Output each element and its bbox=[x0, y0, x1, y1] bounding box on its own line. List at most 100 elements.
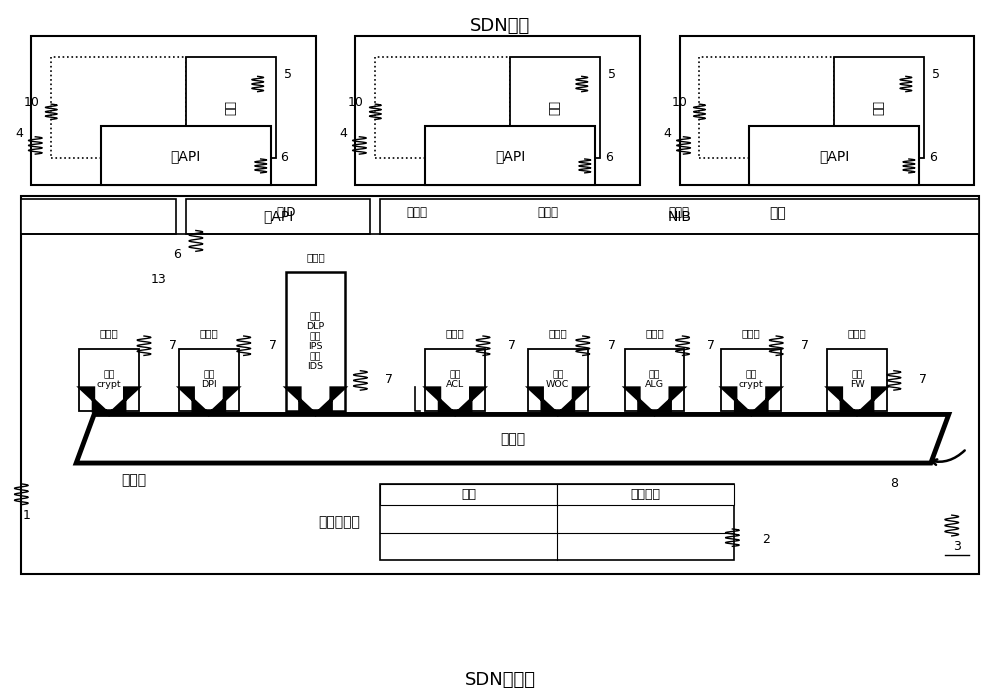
Text: 元数据: 元数据 bbox=[668, 206, 689, 220]
Text: 类型
ALG: 类型 ALG bbox=[645, 370, 664, 389]
Polygon shape bbox=[626, 388, 683, 415]
Bar bbox=[79, 348, 139, 411]
Bar bbox=[380, 484, 734, 560]
Bar bbox=[483, 203, 613, 223]
Bar bbox=[380, 484, 557, 505]
Text: 7: 7 bbox=[385, 373, 393, 386]
Text: 1: 1 bbox=[22, 509, 30, 521]
Text: 应用类型: 应用类型 bbox=[631, 488, 661, 501]
Text: 应用: 应用 bbox=[461, 488, 476, 501]
Text: 7: 7 bbox=[707, 339, 715, 351]
Bar bbox=[425, 126, 595, 185]
Text: 调度器: 调度器 bbox=[500, 431, 525, 446]
Text: 插入点: 插入点 bbox=[199, 328, 218, 338]
Text: 10: 10 bbox=[348, 95, 363, 109]
Text: 7: 7 bbox=[508, 339, 516, 351]
Text: SDN应用: SDN应用 bbox=[470, 17, 530, 35]
Text: 6: 6 bbox=[929, 151, 937, 164]
Polygon shape bbox=[180, 388, 237, 415]
Polygon shape bbox=[287, 388, 344, 415]
Text: 6: 6 bbox=[605, 151, 613, 164]
Bar bbox=[31, 36, 316, 185]
Bar bbox=[827, 348, 887, 411]
Bar bbox=[51, 57, 186, 158]
Text: 元数据: 元数据 bbox=[537, 206, 558, 220]
Text: 插入点: 插入点 bbox=[446, 328, 464, 338]
Bar bbox=[625, 348, 684, 411]
Bar bbox=[286, 272, 345, 411]
Text: 类型
ACL: 类型 ACL bbox=[446, 370, 464, 389]
Polygon shape bbox=[529, 388, 586, 415]
Polygon shape bbox=[76, 415, 949, 463]
Text: 插入点: 插入点 bbox=[848, 328, 866, 338]
Bar bbox=[179, 348, 239, 411]
Text: 2: 2 bbox=[762, 533, 770, 546]
Text: 13: 13 bbox=[150, 273, 166, 286]
Text: 类型
crypt: 类型 crypt bbox=[97, 370, 121, 389]
Text: 4: 4 bbox=[340, 127, 347, 140]
Text: 链API: 链API bbox=[495, 149, 525, 163]
Text: 链API: 链API bbox=[171, 149, 201, 163]
Text: 7: 7 bbox=[169, 339, 177, 351]
Text: NIB: NIB bbox=[668, 210, 692, 224]
Text: 10: 10 bbox=[672, 95, 687, 109]
Text: 3: 3 bbox=[953, 540, 961, 553]
Text: 类型
DPI: 类型 DPI bbox=[201, 370, 217, 389]
Bar bbox=[680, 36, 974, 185]
Text: 类型
DLP
类型
IPS
类型
IDS: 类型 DLP 类型 IPS 类型 IDS bbox=[306, 312, 325, 372]
Text: 类型
FW: 类型 FW bbox=[850, 370, 864, 389]
Text: 插入点: 插入点 bbox=[306, 252, 325, 262]
Bar bbox=[375, 57, 510, 158]
Text: 7: 7 bbox=[919, 373, 927, 386]
Text: 4: 4 bbox=[664, 127, 672, 140]
Bar bbox=[101, 126, 271, 185]
Text: 插入点: 插入点 bbox=[548, 328, 567, 338]
Text: 插入点: 插入点 bbox=[645, 328, 664, 338]
Text: 5: 5 bbox=[932, 68, 940, 81]
Bar bbox=[699, 57, 834, 158]
Polygon shape bbox=[427, 388, 484, 415]
Bar bbox=[557, 484, 734, 505]
Text: 业务链: 业务链 bbox=[121, 473, 146, 487]
Polygon shape bbox=[829, 388, 885, 415]
Text: 8: 8 bbox=[890, 477, 898, 491]
Polygon shape bbox=[723, 388, 780, 415]
Text: 链API: 链API bbox=[263, 210, 293, 224]
Text: 插入点: 插入点 bbox=[100, 328, 118, 338]
Text: 流ID: 流ID bbox=[276, 206, 296, 220]
Text: 10: 10 bbox=[23, 95, 39, 109]
Text: 7: 7 bbox=[608, 339, 616, 351]
Text: 7: 7 bbox=[269, 339, 277, 351]
Bar bbox=[425, 348, 485, 411]
Bar bbox=[186, 199, 370, 234]
Text: 6: 6 bbox=[281, 151, 288, 164]
Text: 流表: 流表 bbox=[769, 206, 786, 220]
Bar bbox=[510, 57, 600, 158]
Text: 插入点: 插入点 bbox=[742, 328, 761, 338]
Bar bbox=[613, 203, 744, 223]
Bar bbox=[528, 348, 588, 411]
Bar bbox=[749, 126, 919, 185]
Text: 4: 4 bbox=[15, 127, 23, 140]
Text: SDN控制器: SDN控制器 bbox=[464, 671, 536, 689]
Text: 5: 5 bbox=[284, 68, 292, 81]
Bar bbox=[355, 36, 640, 185]
Polygon shape bbox=[81, 388, 138, 415]
Bar bbox=[352, 203, 483, 223]
Text: 五元组: 五元组 bbox=[407, 206, 428, 220]
Text: 类型: 类型 bbox=[224, 100, 237, 115]
Bar bbox=[221, 203, 744, 303]
Bar bbox=[834, 57, 924, 158]
Bar bbox=[21, 196, 979, 574]
Bar bbox=[221, 203, 352, 223]
Text: 5: 5 bbox=[608, 68, 616, 81]
Bar bbox=[721, 348, 781, 411]
Text: 类型: 类型 bbox=[872, 100, 885, 115]
Bar bbox=[186, 57, 276, 158]
Bar bbox=[21, 199, 176, 234]
Text: 业务数据表: 业务数据表 bbox=[319, 515, 360, 529]
Text: 类型: 类型 bbox=[548, 100, 561, 115]
Text: 类型
WOC: 类型 WOC bbox=[546, 370, 570, 389]
Text: 类型
crypt: 类型 crypt bbox=[739, 370, 764, 389]
Text: 7: 7 bbox=[801, 339, 809, 351]
